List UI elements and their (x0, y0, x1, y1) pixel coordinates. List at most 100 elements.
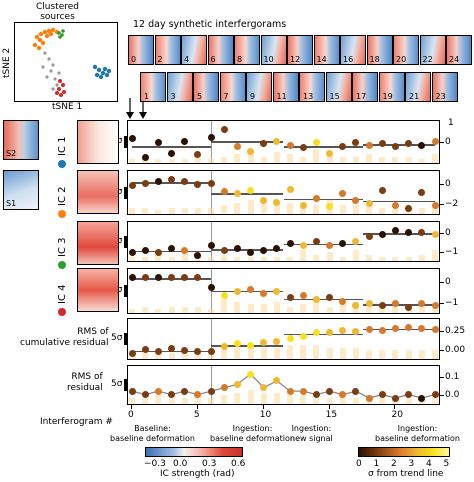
sigma-scale-tick (124, 136, 127, 148)
data-point (154, 249, 162, 257)
data-point (286, 334, 294, 342)
data-point (233, 142, 241, 150)
data-point (181, 387, 189, 395)
data-point (247, 148, 255, 156)
sigma-bar (260, 304, 267, 313)
map-s1-label: S1 (6, 199, 17, 208)
x-tick-label: 20 (391, 410, 403, 420)
sigma-bar (273, 257, 280, 261)
data-point (128, 181, 136, 189)
sigma-bar (418, 207, 425, 214)
x-tick-label: 0 (128, 410, 134, 420)
sigma-bar (352, 249, 359, 261)
thumb-label: 4 (184, 55, 190, 64)
x-tick-label: 15 (325, 410, 338, 420)
sigma-bar (129, 159, 135, 163)
sigma-bar (208, 159, 215, 163)
divider-line (211, 319, 213, 359)
sigma-bar (208, 397, 215, 404)
sigma-bar (208, 257, 215, 261)
thumb-label: 7 (223, 92, 229, 101)
ic-color-dot-2 (58, 210, 66, 218)
thumb-label: 2 (157, 55, 163, 64)
data-point (312, 138, 320, 146)
sigma-bar (287, 202, 294, 214)
data-point (391, 394, 399, 402)
tsne-scatter (32, 27, 112, 97)
data-point (405, 140, 413, 148)
data-point (154, 177, 162, 185)
data-point (181, 246, 189, 254)
ic-colorbar (145, 447, 243, 457)
sigma-bar (287, 154, 294, 163)
thumb-label: 1 (144, 92, 150, 101)
data-point (194, 251, 202, 259)
thumb-14: 14 (313, 35, 340, 65)
sigma-bar (313, 254, 320, 261)
rms-label: RMS of residual (67, 372, 103, 393)
data-point (418, 228, 426, 236)
sigma-bar (129, 207, 135, 214)
thumb-23: 23 (431, 72, 458, 102)
data-point (326, 293, 334, 301)
x-tick-label: 5 (193, 410, 200, 420)
data-point (247, 341, 255, 349)
sigma-scale-tick (124, 235, 127, 248)
thumb-21: 21 (405, 72, 431, 102)
sigma-bar (366, 154, 373, 163)
data-point (141, 346, 149, 354)
thumb-10: 10 (260, 35, 287, 65)
data-point (352, 387, 360, 395)
sigma-bar (234, 345, 241, 359)
x-tick (196, 405, 198, 409)
data-point (260, 196, 268, 204)
sigma-scale-label: 5σ (111, 333, 123, 343)
arrows (126, 98, 147, 119)
thumb-24: 24 (446, 35, 472, 65)
sigma-tick: 1 (373, 459, 380, 469)
right-tick (440, 203, 444, 205)
trend-segment (211, 193, 284, 195)
thumb-label: 9 (250, 92, 256, 101)
sigma-bar (155, 210, 162, 214)
data-point (181, 137, 189, 145)
sigma-tick: 4 (426, 459, 432, 469)
right-tick-label: 0.1 (445, 372, 460, 382)
data-point (326, 149, 334, 157)
sigma-tick: 5 (443, 459, 450, 469)
sigma-bar (339, 257, 346, 261)
ic-map-1 (77, 120, 119, 164)
sigma-bar (194, 156, 201, 163)
data-point (391, 226, 399, 234)
sigma-bar (194, 395, 201, 404)
right-tick (440, 302, 444, 304)
thumb-9: 9 (246, 72, 272, 102)
data-point (181, 347, 189, 355)
sigma-bar (181, 306, 188, 313)
sigma-bar (392, 205, 399, 214)
trend-segment (362, 233, 435, 235)
panel-1 (127, 120, 440, 164)
data-point (339, 240, 347, 248)
right-tick-label: −2 (445, 198, 459, 209)
right-tick (440, 142, 444, 143)
data-point (365, 141, 373, 149)
thumb-label: 15 (329, 92, 340, 101)
sigma-scale-tick (124, 333, 127, 345)
sigma-bar (339, 156, 346, 163)
data-point (339, 391, 347, 399)
map-s2: S2 (3, 120, 39, 160)
data-point (286, 240, 294, 248)
data-point (207, 387, 215, 395)
x-tick-label: 10 (259, 410, 272, 420)
x-tick (328, 405, 330, 409)
thumb-label: 17 (356, 92, 367, 101)
data-point (273, 137, 281, 145)
sigma-bar (339, 304, 346, 313)
data-point (299, 387, 307, 395)
right-tick-label: 0.0 (445, 390, 460, 400)
data-point (352, 301, 360, 309)
sigma-bar (313, 149, 320, 163)
data-point (220, 246, 228, 254)
data-point (312, 237, 320, 245)
